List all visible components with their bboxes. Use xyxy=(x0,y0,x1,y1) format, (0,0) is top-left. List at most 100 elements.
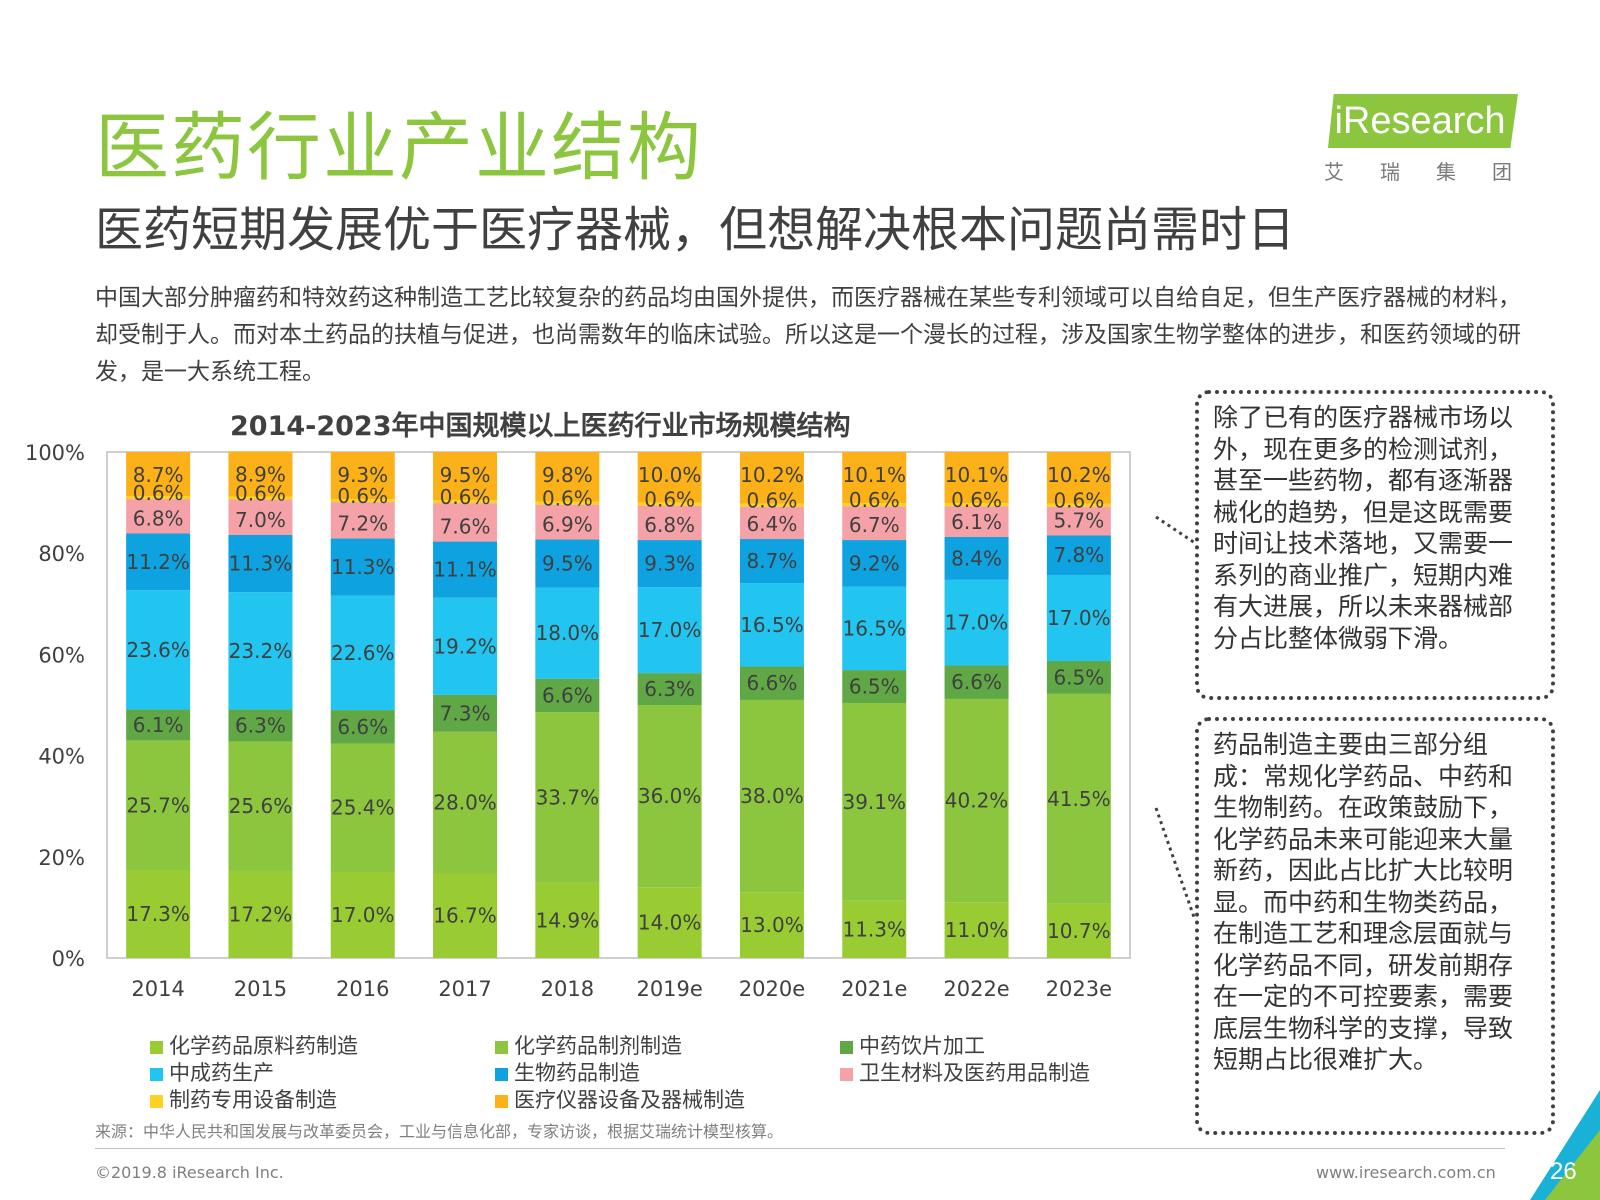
data-label: 0.6% xyxy=(644,488,695,512)
legend-item: 卫生材料及医药用品制造 xyxy=(840,1057,1090,1087)
data-label: 25.7% xyxy=(126,793,190,817)
bar-segment xyxy=(842,670,907,703)
bar-segment xyxy=(1046,506,1111,536)
data-label: 23.2% xyxy=(229,639,293,663)
x-tick-label: 2021e xyxy=(841,977,907,1001)
bar-segment xyxy=(433,873,498,958)
bar-segment xyxy=(228,496,293,500)
bar-segment xyxy=(433,597,498,695)
data-label: 6.4% xyxy=(747,512,798,536)
bar-segment xyxy=(433,731,498,874)
bar-segment xyxy=(637,587,702,674)
data-label: 7.0% xyxy=(235,508,286,532)
bar-segment xyxy=(535,882,600,958)
legend-swatch xyxy=(150,1067,163,1081)
data-label: 8.9% xyxy=(235,462,286,486)
bar-segment xyxy=(228,709,293,742)
chart-title: 2014-2023年中国规模以上医药行业市场规模结构 xyxy=(230,411,851,442)
data-label: 10.7% xyxy=(1047,919,1111,943)
bar-segment xyxy=(944,665,1009,699)
data-label: 6.6% xyxy=(542,683,593,707)
x-tick-label: 2022e xyxy=(943,977,1009,1001)
bar-segment xyxy=(535,712,600,883)
legend-label: 生物药品制造 xyxy=(514,1061,640,1085)
bar-segment xyxy=(637,502,702,506)
bar-segment xyxy=(228,741,293,871)
data-label: 13.0% xyxy=(740,913,804,937)
source-note: 来源：中华人民共和国发展与改革委员会，工业与信息化部，专家访谈，根据艾瑞统计模型… xyxy=(95,1122,784,1141)
data-label: 9.3% xyxy=(337,463,388,487)
bar-segment xyxy=(637,705,702,888)
data-label: 6.6% xyxy=(747,671,798,695)
data-label: 0.6% xyxy=(133,481,184,505)
data-label: 16.7% xyxy=(433,904,497,928)
bar-segment xyxy=(944,537,1009,580)
y-tick-label: 60% xyxy=(38,643,85,667)
data-label: 6.6% xyxy=(337,715,388,739)
data-label: 5.7% xyxy=(1053,508,1104,532)
bar-segment xyxy=(1046,452,1111,504)
bar-segment xyxy=(330,499,395,503)
data-label: 8.7% xyxy=(747,549,798,573)
bar-segment xyxy=(842,503,907,507)
data-label: 10.1% xyxy=(842,463,906,487)
data-label: 36.0% xyxy=(638,784,702,808)
data-label: 41.5% xyxy=(1047,787,1111,811)
y-tick-label: 40% xyxy=(38,745,85,769)
legend-item: 中药饮片加工 xyxy=(840,1030,985,1060)
bar-segment xyxy=(330,595,395,711)
data-label: 11.3% xyxy=(842,917,906,941)
bar-segment xyxy=(535,452,600,502)
data-label: 23.6% xyxy=(126,638,190,662)
logo-text: iResearch xyxy=(1334,100,1506,142)
data-label: 39.1% xyxy=(842,790,906,814)
data-label: 33.7% xyxy=(536,785,600,809)
legend-label: 制药专用设备制造 xyxy=(169,1088,337,1112)
bar-segment xyxy=(739,452,804,504)
bar-segment xyxy=(739,539,804,584)
logo-badge xyxy=(1328,94,1518,148)
bar-segment xyxy=(126,590,191,710)
bar-segment xyxy=(637,505,702,541)
legend-label: 化学药品制剂制造 xyxy=(514,1034,682,1058)
data-label: 19.2% xyxy=(433,634,497,658)
data-label: 9.3% xyxy=(644,552,695,576)
data-label: 16.5% xyxy=(842,616,906,640)
page-subtitle: 医药短期发展优于医疗器械，但想解决根本问题尚需时日 xyxy=(95,202,1296,258)
data-label: 6.1% xyxy=(133,713,184,737)
legend-item: 化学药品制剂制造 xyxy=(495,1030,682,1060)
bar-segment xyxy=(1046,503,1111,507)
bar-segment xyxy=(842,452,907,504)
corner-decoration xyxy=(1530,1090,1600,1200)
corner-green-shape xyxy=(1545,1130,1600,1200)
bar-segment xyxy=(1046,535,1111,575)
callout-box-drugs: 药品制造主要由三部分组成：常规化学药品、中药和生物制药。在政策鼓励下，化学药品未… xyxy=(1195,717,1555,1135)
bar-segment xyxy=(330,452,395,500)
data-label: 0.6% xyxy=(235,482,286,506)
legend-label: 医疗仪器设备及器械制造 xyxy=(514,1088,745,1112)
legend-item: 化学药品原料药制造 xyxy=(150,1030,358,1060)
stacked-bar-chart: 0% 20% 40% 60% 80% 100% 17.3% 25.7% 6.1% 23.6% 11.… xyxy=(25,441,1131,1001)
data-label: 28.0% xyxy=(433,791,497,815)
data-label: 0.6% xyxy=(951,488,1002,512)
bar-segment xyxy=(330,743,395,872)
bar-segment xyxy=(126,870,191,958)
bar-segment xyxy=(944,452,1009,504)
bar-segment xyxy=(842,586,907,671)
bar-segment xyxy=(1046,660,1111,694)
data-label: 38.0% xyxy=(740,784,804,808)
data-label: 11.3% xyxy=(229,552,293,576)
data-label: 6.3% xyxy=(644,677,695,701)
data-label: 17.0% xyxy=(1047,606,1111,630)
bar-segment xyxy=(944,506,1009,538)
data-label: 16.5% xyxy=(740,613,804,637)
data-label: 8.7% xyxy=(133,463,184,487)
data-label: 10.1% xyxy=(945,463,1009,487)
bar-segment xyxy=(842,702,907,901)
bar-segment xyxy=(126,499,191,534)
legend-swatch xyxy=(495,1067,508,1081)
y-tick-label: 20% xyxy=(38,846,85,870)
data-label: 0.6% xyxy=(849,488,900,512)
connector-line-2 xyxy=(1154,807,1197,921)
data-label: 9.5% xyxy=(440,463,491,487)
